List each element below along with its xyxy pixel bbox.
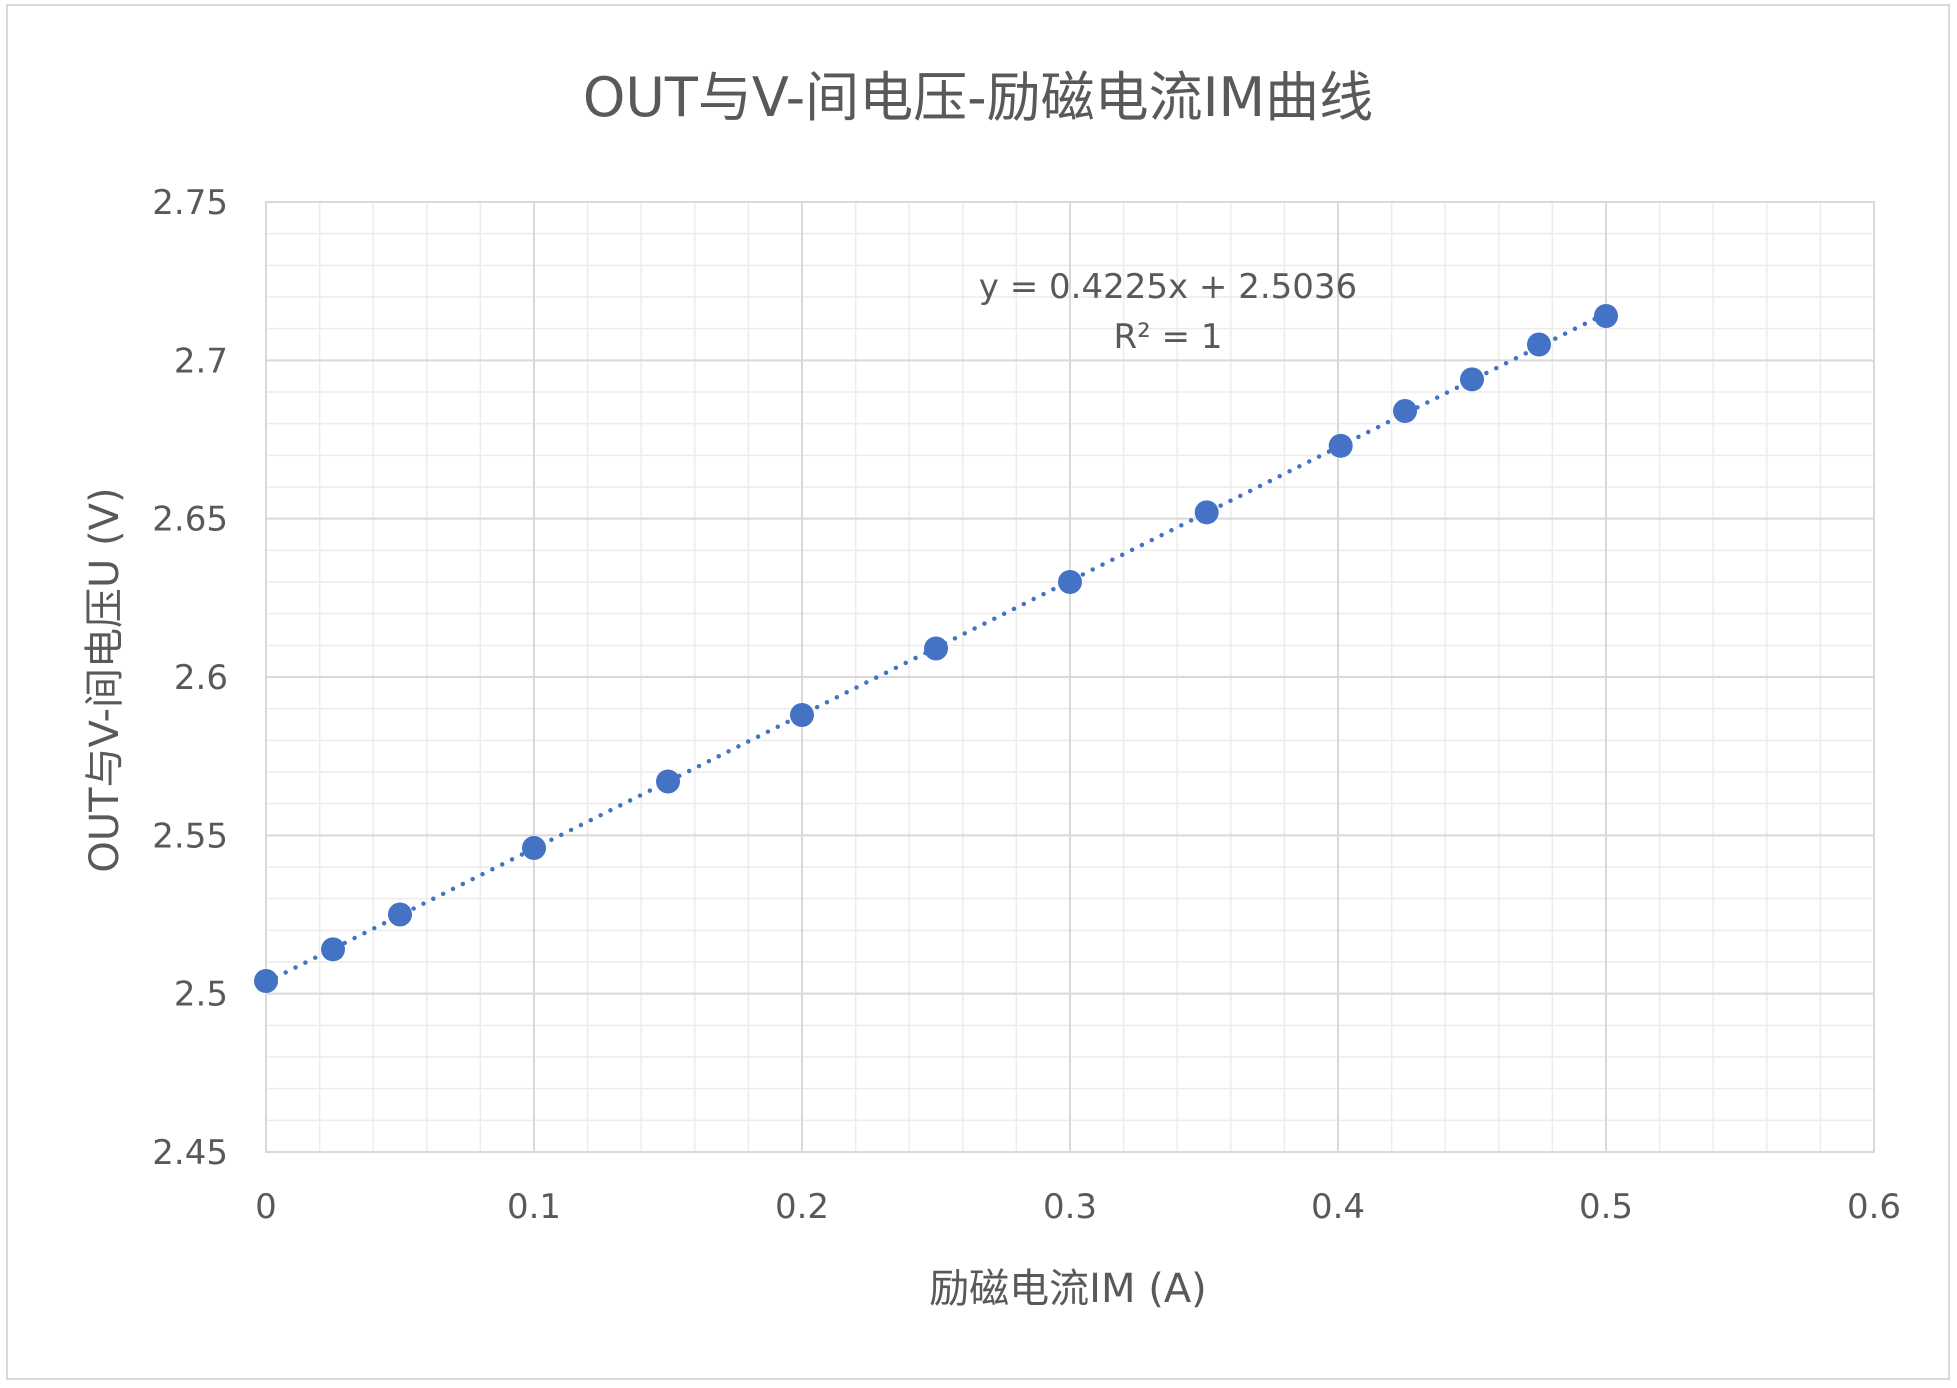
data-point bbox=[790, 703, 814, 727]
data-point bbox=[1527, 332, 1551, 357]
y-tick-label: 2.45 bbox=[152, 1133, 228, 1173]
x-tick-label: 0.2 bbox=[775, 1187, 829, 1227]
trendline-r2-label: R² = 1 bbox=[1114, 317, 1223, 357]
data-point bbox=[1194, 500, 1219, 525]
data-point bbox=[1393, 399, 1417, 423]
data-point bbox=[1594, 304, 1618, 328]
data-point bbox=[656, 769, 680, 794]
y-tick-label: 2.5 bbox=[174, 975, 228, 1015]
x-tick-label: 0.1 bbox=[507, 1187, 561, 1227]
data-point bbox=[1460, 367, 1484, 392]
x-tick-label: 0.6 bbox=[1847, 1187, 1901, 1227]
y-tick-label: 2.75 bbox=[152, 183, 228, 223]
data-point bbox=[321, 937, 345, 962]
x-axis-label: 励磁电流IM (A) bbox=[929, 1266, 1207, 1312]
chart-title: OUT与V-间电压-励磁电流IM曲线 bbox=[583, 66, 1373, 129]
y-tick-label: 2.6 bbox=[174, 658, 228, 698]
x-tick-label: 0.3 bbox=[1043, 1187, 1097, 1227]
y-tick-label: 2.7 bbox=[174, 341, 228, 381]
x-tick-label: 0 bbox=[255, 1187, 277, 1227]
major-grid bbox=[266, 202, 1874, 1152]
plot-area-border bbox=[265, 201, 1875, 1153]
data-point bbox=[388, 902, 412, 927]
data-points bbox=[254, 304, 1618, 993]
data-point bbox=[924, 636, 948, 661]
data-point bbox=[1058, 570, 1082, 594]
data-point bbox=[254, 969, 278, 993]
y-tick-label: 2.65 bbox=[152, 500, 228, 540]
data-point bbox=[522, 836, 546, 860]
x-tick-label: 0.4 bbox=[1311, 1187, 1365, 1227]
y-tick-label: 2.55 bbox=[152, 816, 228, 856]
x-tick-labels: 0 0.1 0.2 0.3 0.4 0.5 0.6 bbox=[255, 1187, 1901, 1227]
y-axis-label: OUT与V-间电压U (V) bbox=[82, 487, 128, 872]
y-tick-labels: 2.45 2.5 2.55 2.6 2.65 2.7 2.75 bbox=[152, 183, 228, 1173]
x-tick-label: 0.5 bbox=[1579, 1187, 1633, 1227]
data-point bbox=[1328, 433, 1353, 458]
trendline-equation-label: y = 0.4225x + 2.5036 bbox=[979, 267, 1357, 307]
